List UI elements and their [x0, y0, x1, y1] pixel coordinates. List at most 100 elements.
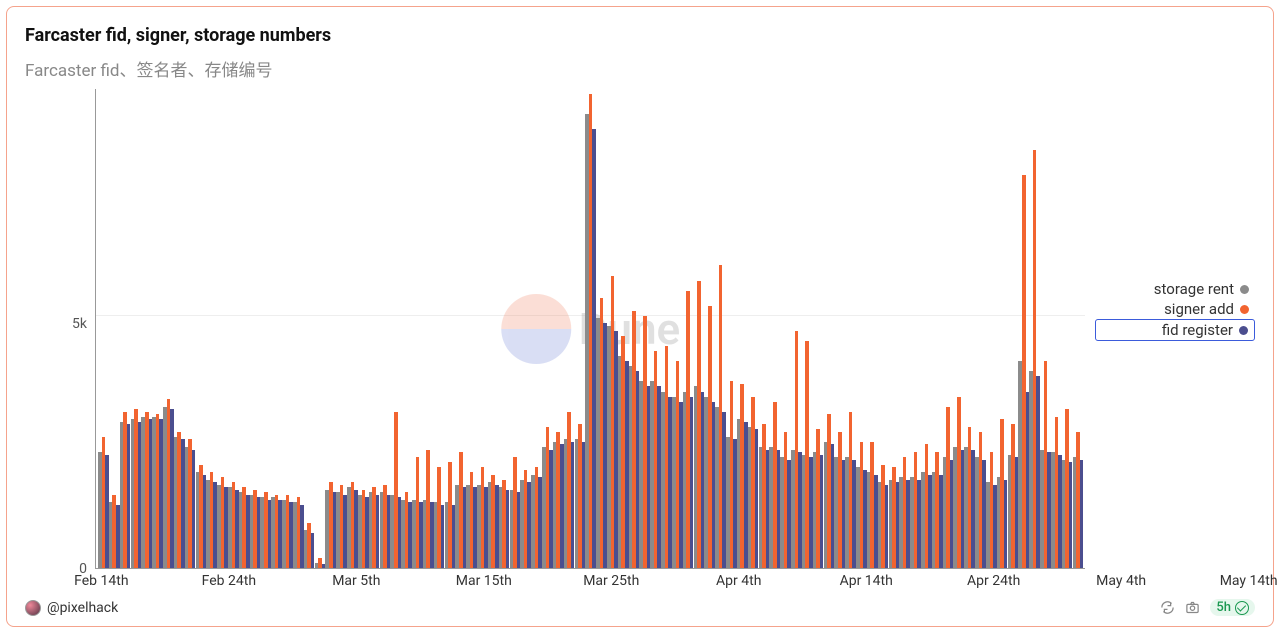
x-tick-label: Mar 5th — [332, 573, 380, 589]
bar-group — [910, 89, 921, 568]
x-tick-label: May 14th — [1220, 573, 1278, 589]
camera-icon[interactable] — [1185, 600, 1200, 615]
plot: Dune — [95, 89, 1085, 569]
bar-group — [455, 89, 466, 568]
bar-fid_register[interactable] — [1080, 460, 1084, 568]
bar-group — [423, 89, 434, 568]
bar-group — [98, 89, 109, 568]
bar-group — [477, 89, 488, 568]
bar-group — [445, 89, 456, 568]
bar-group — [293, 89, 304, 568]
author-handle: @pixelhack — [47, 600, 118, 616]
bar-group — [304, 89, 315, 568]
bar-group — [130, 89, 141, 568]
bar-group — [282, 89, 293, 568]
bar-group — [1029, 89, 1040, 568]
bar-group — [802, 89, 813, 568]
bar-group — [975, 89, 986, 568]
legend-dot-icon — [1240, 305, 1249, 314]
bar-group — [629, 89, 640, 568]
bar-group — [845, 89, 856, 568]
bar-group — [921, 89, 932, 568]
legend-label: storage rent — [1154, 280, 1234, 298]
bar-group — [380, 89, 391, 568]
bar-group — [726, 89, 737, 568]
author-link[interactable]: @pixelhack — [25, 600, 118, 616]
bar-group — [780, 89, 791, 568]
x-tick-label: Feb 24th — [202, 573, 256, 589]
x-tick-label: Mar 15th — [456, 573, 512, 589]
x-tick-label: Mar 25th — [583, 573, 639, 589]
author-avatar-icon — [25, 600, 41, 616]
bar-group — [250, 89, 261, 568]
x-tick-label: Feb 14th — [74, 573, 128, 589]
bar-group — [639, 89, 650, 568]
bar-group — [488, 89, 499, 568]
chart-card: Farcaster fid, signer, storage numbers F… — [6, 6, 1274, 627]
bar-group — [694, 89, 705, 568]
bar-group — [358, 89, 369, 568]
bar-group — [434, 89, 445, 568]
chart-area: 5k0 Dune storage rentsigner add fid regis… — [25, 89, 1255, 569]
bar-group — [542, 89, 553, 568]
bar-group — [174, 89, 185, 568]
card-footer: @pixelhack 5h — [25, 599, 1255, 616]
bar-group — [661, 89, 672, 568]
bar-group — [466, 89, 477, 568]
bar-group — [1073, 89, 1084, 568]
legend-item-storage_rent[interactable]: storage rent — [1095, 279, 1255, 299]
bar-group — [856, 89, 867, 568]
bar-group — [878, 89, 889, 568]
bar-group — [401, 89, 412, 568]
bar-group — [531, 89, 542, 568]
bar-group — [325, 89, 336, 568]
bar-group — [412, 89, 423, 568]
bar-group — [997, 89, 1008, 568]
bar-group — [769, 89, 780, 568]
bar-group — [520, 89, 531, 568]
bar-group — [120, 89, 131, 568]
bar-group — [867, 89, 878, 568]
footer-actions: 5h — [1160, 599, 1255, 616]
bar-group — [206, 89, 217, 568]
bar-group — [932, 89, 943, 568]
bar-group — [899, 89, 910, 568]
bar-group — [683, 89, 694, 568]
bars-container — [96, 89, 1085, 568]
freshness-badge[interactable]: 5h — [1210, 599, 1255, 616]
bar-group — [141, 89, 152, 568]
bar-group — [748, 89, 759, 568]
y-axis: 5k0 — [25, 89, 95, 569]
bar-group — [228, 89, 239, 568]
bar-group — [704, 89, 715, 568]
legend-label: fid register — [1162, 321, 1233, 339]
legend-item-signer_add[interactable]: signer add — [1095, 299, 1255, 319]
bar-group — [185, 89, 196, 568]
bar-group — [260, 89, 271, 568]
bar-group — [672, 89, 683, 568]
bar-group — [271, 89, 282, 568]
legend: storage rentsigner add fid register — [1085, 89, 1255, 569]
x-tick-label: Apr 24th — [967, 573, 1020, 589]
card-subtitle: Farcaster fid、签名者、存储编号 — [25, 56, 1255, 81]
bar-group — [109, 89, 120, 568]
bar-group — [759, 89, 770, 568]
bar-group — [509, 89, 520, 568]
refresh-icon[interactable] — [1160, 600, 1175, 615]
bar-group — [347, 89, 358, 568]
bar-group — [650, 89, 661, 568]
bar-group — [953, 89, 964, 568]
bar-group — [574, 89, 585, 568]
bar-group — [585, 89, 596, 568]
bar-group — [195, 89, 206, 568]
check-icon — [1235, 601, 1249, 615]
x-tick-label: May 4th — [1096, 573, 1146, 589]
bar-group — [737, 89, 748, 568]
bar-group — [315, 89, 326, 568]
legend-item-fid_register[interactable]: fid register — [1095, 319, 1255, 341]
bar-group — [791, 89, 802, 568]
bar-group — [1040, 89, 1051, 568]
bar-group — [813, 89, 824, 568]
bar-group — [618, 89, 629, 568]
bar-group — [564, 89, 575, 568]
